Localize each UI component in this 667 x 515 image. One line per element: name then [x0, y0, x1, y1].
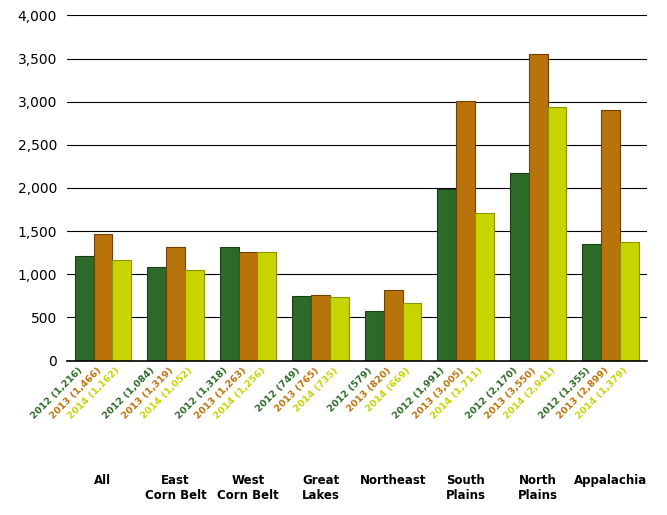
- Text: 2013 (3,550): 2013 (3,550): [484, 366, 538, 421]
- Text: 2012 (1,084): 2012 (1,084): [101, 366, 157, 421]
- Text: 2013 (1,466): 2013 (1,466): [48, 366, 103, 421]
- Text: Appalachia: Appalachia: [574, 474, 648, 487]
- Text: 2012 (1,216): 2012 (1,216): [29, 366, 84, 421]
- Bar: [292, 296, 311, 360]
- Bar: [219, 247, 239, 360]
- Text: Great
Lakes: Great Lakes: [301, 474, 340, 502]
- Bar: [548, 107, 566, 360]
- Text: 2013 (1,263): 2013 (1,263): [193, 366, 248, 421]
- Text: 2013 (2,899): 2013 (2,899): [556, 366, 611, 421]
- Bar: [365, 311, 384, 360]
- Bar: [475, 213, 494, 360]
- Text: East
Corn Belt: East Corn Belt: [145, 474, 206, 502]
- Bar: [582, 244, 601, 360]
- Bar: [438, 189, 456, 360]
- Bar: [529, 54, 548, 360]
- Text: 2012 (2,170): 2012 (2,170): [464, 366, 520, 421]
- Bar: [147, 267, 166, 360]
- Bar: [601, 110, 620, 360]
- Text: 2013 (3,005): 2013 (3,005): [411, 366, 466, 421]
- Bar: [510, 174, 529, 360]
- Bar: [239, 251, 257, 360]
- Text: 2013 (820): 2013 (820): [346, 366, 393, 414]
- Bar: [166, 247, 185, 360]
- Text: 2014 (669): 2014 (669): [364, 366, 412, 414]
- Text: 2012 (1,318): 2012 (1,318): [174, 366, 229, 421]
- Text: 2014 (1,052): 2014 (1,052): [139, 366, 194, 421]
- Text: 2014 (1,256): 2014 (1,256): [212, 366, 267, 421]
- Text: 2014 (735): 2014 (735): [292, 366, 340, 414]
- Text: 2012 (749): 2012 (749): [254, 366, 301, 414]
- Bar: [384, 290, 403, 360]
- Text: North
Plains: North Plains: [518, 474, 558, 502]
- Text: 2012 (1,355): 2012 (1,355): [537, 366, 592, 421]
- Bar: [330, 297, 349, 360]
- Text: All: All: [95, 474, 111, 487]
- Text: South
Plains: South Plains: [446, 474, 486, 502]
- Bar: [257, 252, 276, 360]
- Text: 2012 (579): 2012 (579): [327, 366, 374, 414]
- Bar: [456, 101, 475, 360]
- Text: West
Corn Belt: West Corn Belt: [217, 474, 279, 502]
- Text: Northeast: Northeast: [360, 474, 426, 487]
- Text: 2014 (1,711): 2014 (1,711): [430, 366, 484, 421]
- Text: 2013 (765): 2013 (765): [273, 366, 321, 414]
- Bar: [113, 260, 131, 360]
- Bar: [75, 255, 93, 360]
- Bar: [620, 242, 639, 360]
- Text: 2013 (1,319): 2013 (1,319): [121, 366, 175, 421]
- Bar: [93, 234, 113, 360]
- Bar: [403, 303, 422, 360]
- Text: 2014 (1,162): 2014 (1,162): [67, 366, 122, 421]
- Text: 2012 (1,991): 2012 (1,991): [392, 366, 447, 421]
- Bar: [185, 270, 204, 360]
- Text: 2014 (2,941): 2014 (2,941): [502, 366, 557, 421]
- Bar: [311, 295, 330, 360]
- Text: 2014 (1,379): 2014 (1,379): [574, 366, 630, 421]
